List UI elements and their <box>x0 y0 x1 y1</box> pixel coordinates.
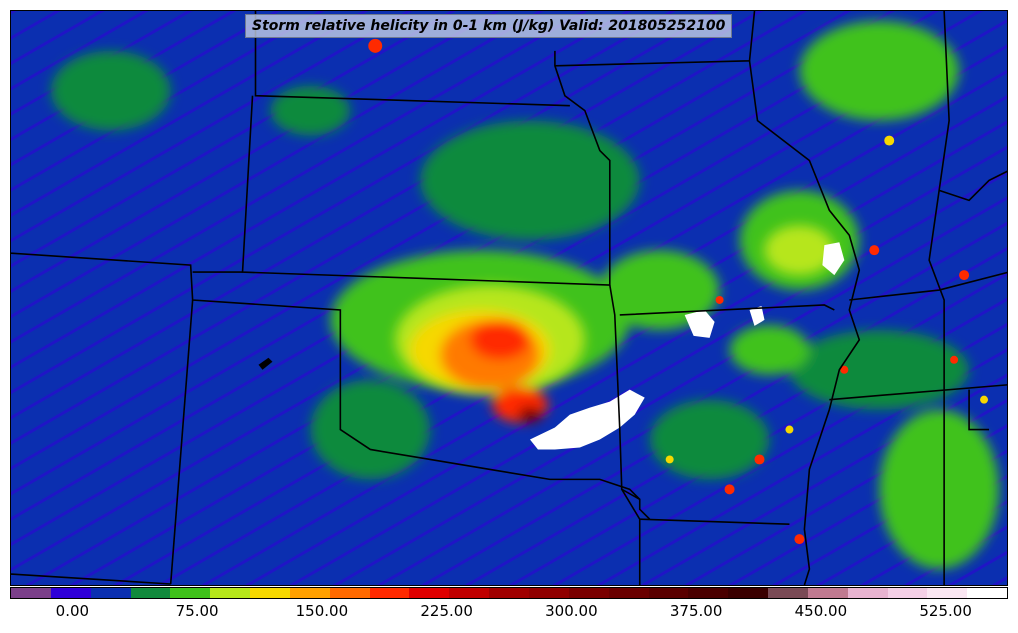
colorbar-segment <box>329 588 370 598</box>
colorbar-segment <box>568 588 609 598</box>
colorbar-segment <box>489 588 529 598</box>
helicity-field-map <box>11 11 1007 585</box>
colorbar-segment <box>289 588 330 598</box>
colorbar-segment <box>807 588 848 598</box>
colorbar-tick-label: 225.00 <box>420 602 473 620</box>
colorbar-tick-label: 525.00 <box>919 602 972 620</box>
colorbar-segment <box>927 588 968 598</box>
colorbar-tick-label: 375.00 <box>669 602 723 620</box>
colorbar-segment <box>90 588 131 598</box>
colorbar-tick-label: 300.00 <box>545 602 598 620</box>
field-core-regions <box>395 225 835 423</box>
colorbar-tick-label: 75.00 <box>175 602 219 620</box>
colorbar-tick-label: 150.00 <box>295 602 349 620</box>
colorbar-segment <box>768 588 808 598</box>
colorbar-segment <box>528 588 569 598</box>
colorbar-segment <box>210 588 251 598</box>
colorbar-segment <box>608 588 649 598</box>
colorbar-segment <box>50 588 91 598</box>
colorbar-segment <box>170 588 211 598</box>
colorbar-segment <box>887 588 928 598</box>
colorbar-segment <box>688 588 729 598</box>
colorbar-labels: 0.00 75.00 150.00 225.00 300.00 375.00 450.00 5… <box>10 602 1008 624</box>
colorbar-segment <box>250 588 290 598</box>
state-borders <box>11 11 1007 585</box>
colorbar-segment <box>11 588 51 598</box>
colorbar-segment <box>130 588 171 598</box>
colorbar-tick-label: 450.00 <box>794 602 848 620</box>
colorbar-segment <box>648 588 689 598</box>
colorbar-segment <box>449 588 490 598</box>
lake-marker <box>258 357 273 370</box>
map-panel <box>10 10 1008 586</box>
colorbar-segment <box>409 588 450 598</box>
colorbar <box>10 587 1008 599</box>
field-storm-cells <box>368 38 989 545</box>
colorbar-segment <box>728 588 769 598</box>
colorbar-segment <box>369 588 410 598</box>
map-title-box: Storm relative helicity in 0-1 km (J/kg)… <box>245 14 733 38</box>
field-extreme-patches <box>529 242 845 450</box>
colorbar-segment <box>847 588 888 598</box>
colorbar-segment <box>967 588 1008 598</box>
colorbar-tick-label: 0.00 <box>55 602 90 620</box>
map-title: Storm relative helicity in 0-1 km (J/kg)… <box>252 18 726 34</box>
